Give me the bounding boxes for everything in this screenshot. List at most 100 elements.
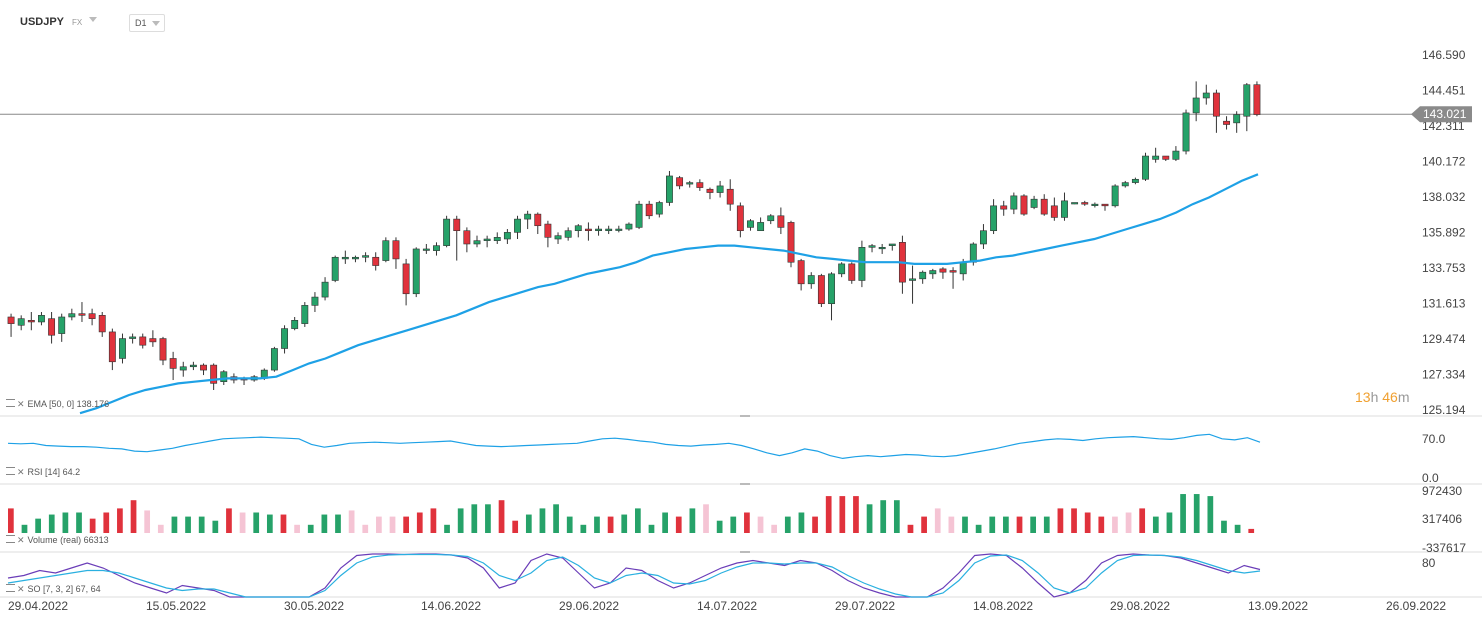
candle-body	[483, 238, 491, 241]
candle-body	[1182, 112, 1190, 152]
candle-body	[1152, 155, 1160, 160]
close-icon[interactable]: ✕	[17, 399, 25, 409]
y-tick-label: 140.172	[1422, 154, 1466, 168]
volume-bar	[921, 516, 927, 533]
candle-body	[321, 281, 329, 298]
candle-body	[1081, 202, 1089, 205]
candle-body	[534, 213, 542, 227]
candle-body	[888, 243, 896, 246]
symbol-name[interactable]: USDJPY	[20, 16, 65, 28]
y-tick-label: 131.613	[1422, 296, 1466, 310]
candle-body	[969, 243, 977, 263]
y-tick-label: 144.451	[1422, 83, 1466, 97]
volume-bar	[212, 520, 219, 533]
volume-bar	[1071, 508, 1077, 533]
candle-body	[1040, 198, 1048, 215]
timer-hours-unit: h	[1370, 389, 1379, 405]
candle-body	[919, 271, 927, 280]
menu-icon[interactable]	[6, 535, 15, 543]
volume-bar	[335, 514, 341, 533]
candle-body	[362, 255, 370, 258]
candle-body	[169, 358, 177, 369]
candle-body	[291, 320, 299, 329]
candle-body	[929, 270, 937, 275]
volume-bar	[553, 504, 559, 533]
volume-bar	[457, 508, 464, 533]
candle-body	[605, 228, 613, 232]
volume-tick-label: 972430	[1422, 484, 1462, 498]
candle-body	[412, 248, 420, 295]
volume-bar	[662, 512, 668, 533]
menu-icon[interactable]	[6, 467, 15, 475]
ema-line	[79, 173, 1259, 415]
volume-bar	[934, 508, 941, 533]
candle-body	[352, 256, 359, 260]
volume-bar	[566, 516, 573, 533]
candle-body	[949, 270, 957, 273]
volume-bar	[376, 516, 382, 533]
rsi-legend-text: RSI [14] 64.2	[27, 467, 81, 477]
so-legend[interactable]: ✕ SO [7, 3, 2] 67, 64	[6, 584, 101, 595]
x-tick-label: 29.06.2022	[559, 599, 619, 613]
candle-body	[787, 222, 795, 263]
volume-bar	[239, 512, 246, 533]
candle-body	[210, 364, 218, 384]
volume-bar	[1057, 508, 1064, 533]
volume-bar	[948, 516, 955, 533]
candle-body	[402, 263, 410, 295]
volume-bar	[512, 520, 519, 533]
ema-legend[interactable]: ✕ EMA [50, 0] 138.176	[6, 399, 109, 410]
menu-icon[interactable]	[6, 584, 15, 592]
volume-bar	[1084, 512, 1091, 533]
timeframe-select[interactable]: D1	[129, 14, 165, 32]
timer-hours: 13	[1355, 389, 1371, 405]
candle-body	[1010, 195, 1018, 210]
candle-body	[797, 260, 805, 285]
candle-body	[1071, 202, 1079, 205]
candle-body	[149, 338, 157, 343]
close-icon[interactable]: ✕	[17, 584, 25, 594]
volume-bar	[1030, 516, 1037, 533]
candle-body	[1202, 92, 1210, 99]
volume-legend[interactable]: ✕ Volume (real) 66313	[6, 535, 109, 546]
candle-countdown: 13h 46m	[1355, 389, 1410, 405]
candle-body	[990, 205, 998, 232]
volume-bar	[266, 514, 273, 533]
candle-body	[1243, 84, 1251, 117]
volume-bar	[1193, 494, 1200, 533]
candle-body	[17, 318, 25, 326]
candle-body	[939, 268, 947, 273]
close-icon[interactable]: ✕	[17, 535, 25, 545]
x-tick-label: 29.07.2022	[835, 599, 895, 613]
symbol-dropdown-icon[interactable]	[89, 17, 97, 22]
volume-bar	[471, 504, 478, 533]
volume-bar	[62, 512, 69, 533]
candle-body	[554, 235, 562, 240]
candle-body	[909, 278, 916, 281]
candle-body	[635, 203, 643, 228]
close-icon[interactable]: ✕	[17, 467, 25, 477]
volume-bar	[198, 516, 205, 533]
candle-body	[858, 246, 866, 281]
y-tick-label: 127.334	[1422, 367, 1466, 381]
volume-tick-label: 317406	[1422, 512, 1462, 526]
volume-bar	[880, 500, 887, 533]
rsi-legend[interactable]: ✕ RSI [14] 64.2	[6, 467, 80, 478]
candle-body	[676, 177, 684, 187]
candle-body	[88, 313, 96, 319]
menu-icon[interactable]	[6, 399, 15, 407]
rsi-tick-label: 70.0	[1422, 432, 1446, 446]
candle-body	[27, 320, 35, 323]
volume-bar	[989, 516, 996, 533]
candle-body	[1172, 150, 1180, 160]
candle-body	[980, 230, 987, 245]
candle-body	[1030, 198, 1038, 208]
candle-body	[220, 371, 228, 382]
volume-bar	[157, 524, 164, 533]
candle-body	[1142, 155, 1149, 180]
volume-bar	[893, 500, 900, 533]
candle-body	[828, 273, 835, 305]
y-tick-label: 146.590	[1422, 48, 1466, 62]
candle-body	[179, 366, 187, 371]
